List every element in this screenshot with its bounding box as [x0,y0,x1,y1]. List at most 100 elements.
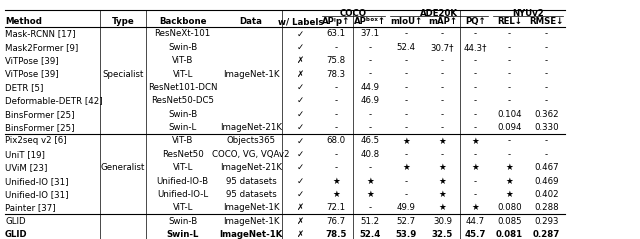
Text: ResNet50: ResNet50 [162,150,204,159]
Text: -: - [369,110,372,119]
Text: ImageNet-1K: ImageNet-1K [219,230,283,239]
Text: ★: ★ [438,190,447,199]
Text: -: - [545,56,548,65]
Text: Deformable-DETR [42]: Deformable-DETR [42] [5,96,103,105]
Text: 44.3†: 44.3† [464,43,487,52]
Text: REL↓: REL↓ [497,17,522,27]
Text: -: - [474,190,477,199]
Text: -: - [405,110,408,119]
Text: ✓: ✓ [297,136,305,146]
Text: ✓: ✓ [297,83,305,92]
Text: ViT-L: ViT-L [173,70,193,79]
Text: ViTPose [39]: ViTPose [39] [5,70,59,79]
Text: ★: ★ [438,203,447,212]
Text: 46.5: 46.5 [361,136,380,146]
Text: ResNeXt-101: ResNeXt-101 [155,29,211,38]
Text: Data: Data [239,17,262,27]
Text: -: - [441,123,444,132]
Text: 0.293: 0.293 [534,217,559,226]
Text: ✓: ✓ [297,43,305,52]
Text: Unified-IO-B: Unified-IO-B [157,177,209,186]
Text: 52.4: 52.4 [397,43,416,52]
Text: ViT-B: ViT-B [172,56,193,65]
Text: Unified-IO [31]: Unified-IO [31] [5,177,68,186]
Text: 45.7: 45.7 [465,230,486,239]
Text: 63.1: 63.1 [326,29,346,38]
Text: 0.469: 0.469 [534,177,559,186]
Text: ★: ★ [472,136,479,146]
Text: -: - [474,70,477,79]
Text: 44.9: 44.9 [361,83,380,92]
Text: 51.2: 51.2 [361,217,380,226]
Text: ImageNet-1K: ImageNet-1K [223,203,279,212]
Text: -: - [545,70,548,79]
Text: -: - [405,177,408,186]
Text: ★: ★ [332,177,340,186]
Text: ✓: ✓ [297,177,305,186]
Text: ✓: ✓ [297,96,305,105]
Text: ★: ★ [438,177,447,186]
Text: -: - [441,56,444,65]
Text: 52.4: 52.4 [360,230,381,239]
Text: -: - [405,96,408,105]
Text: ImageNet-21K: ImageNet-21K [220,163,282,172]
Text: 0.094: 0.094 [497,123,522,132]
Text: 30.9: 30.9 [433,217,452,226]
Text: ★: ★ [332,190,340,199]
Text: -: - [508,150,511,159]
Text: ImageNet-1K: ImageNet-1K [223,217,279,226]
Text: Swin-B: Swin-B [168,43,197,52]
Text: ★: ★ [366,190,374,199]
Text: -: - [508,70,511,79]
Text: Objects365: Objects365 [227,136,275,146]
Text: -: - [369,43,372,52]
Text: APᵎp↑: APᵎp↑ [322,17,350,27]
Text: ✗: ✗ [297,56,305,65]
Text: 68.0: 68.0 [326,136,346,146]
Text: ImageNet-1K: ImageNet-1K [223,70,279,79]
Text: Generalist: Generalist [100,163,145,172]
Text: 0.330: 0.330 [534,123,559,132]
Text: -: - [405,70,408,79]
Text: Mask2Former [9]: Mask2Former [9] [5,43,78,52]
Text: ★: ★ [403,163,410,172]
Text: -: - [335,163,337,172]
Text: ViT-B: ViT-B [172,136,193,146]
Text: -: - [369,123,372,132]
Text: -: - [474,56,477,65]
Text: 0.288: 0.288 [534,203,559,212]
Text: ✗: ✗ [297,230,305,239]
Text: PQ↑: PQ↑ [465,17,486,27]
Text: ADE20K: ADE20K [420,9,458,18]
Text: -: - [508,29,511,38]
Text: 95 datasets: 95 datasets [225,177,276,186]
Text: NYUv2: NYUv2 [512,9,544,18]
Text: -: - [369,203,372,212]
Text: -: - [545,136,548,146]
Text: ★: ★ [506,177,513,186]
Text: -: - [405,150,408,159]
Text: ★: ★ [472,203,479,212]
Text: ViT-L: ViT-L [173,203,193,212]
Text: Unified-IO [31]: Unified-IO [31] [5,190,68,199]
Text: ★: ★ [438,136,447,146]
Text: -: - [508,83,511,92]
Text: Mask-RCNN [17]: Mask-RCNN [17] [5,29,76,38]
Text: -: - [369,56,372,65]
Text: ImageNet-21K: ImageNet-21K [220,123,282,132]
Text: -: - [405,123,408,132]
Text: 0.081: 0.081 [496,230,523,239]
Text: mAP↑: mAP↑ [428,17,457,27]
Text: -: - [545,43,548,52]
Text: COCO, VG, VQAv2: COCO, VG, VQAv2 [212,150,290,159]
Text: -: - [405,56,408,65]
Text: ✗: ✗ [297,203,305,212]
Text: ★: ★ [506,163,513,172]
Text: Painter [37]: Painter [37] [5,203,56,212]
Text: -: - [441,110,444,119]
Text: Backbone: Backbone [159,17,207,27]
Text: -: - [545,29,548,38]
Text: 44.7: 44.7 [466,217,485,226]
Text: Unified-IO-L: Unified-IO-L [157,190,208,199]
Text: -: - [405,190,408,199]
